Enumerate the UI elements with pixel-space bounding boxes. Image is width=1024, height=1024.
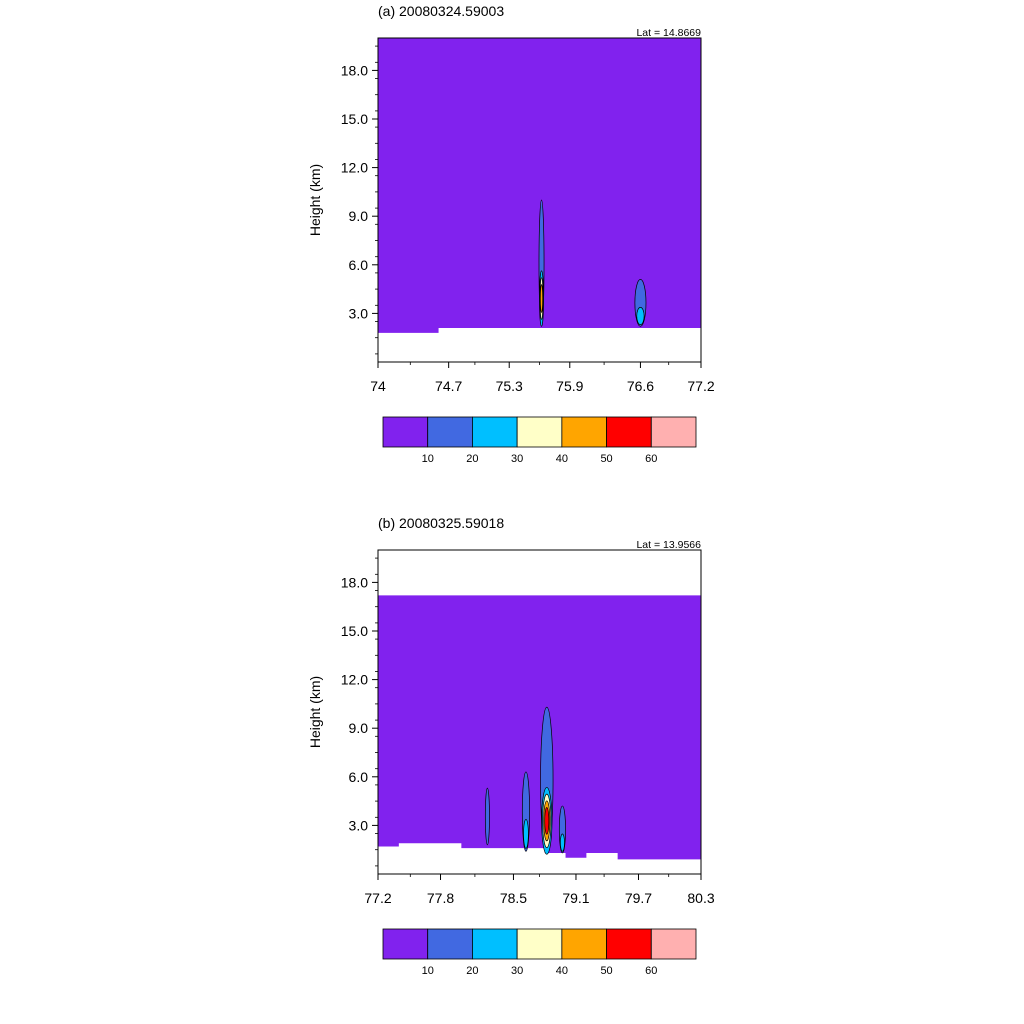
y-tick-label: 9.0 [349,208,369,224]
convective-cell [540,706,554,855]
y-tick-label: 3.0 [349,817,369,833]
colorbar-label: 60 [645,965,657,977]
colorbar-swatch [561,416,607,448]
y-tick-label: 15.0 [341,111,368,127]
y-tick-label: 3.0 [349,305,369,321]
convective-cell [538,199,545,327]
y-tick-label: 18.0 [341,62,368,78]
panel-b: 3.0 6.0 9.0 12.0 15.0 18.0 77.2 77.8 78.5 79.1 79.… [307,515,715,977]
x-tick-label: 77.8 [427,890,454,906]
colorbar-swatch [382,416,429,448]
colorbar-swatch [606,928,652,960]
contour-level-2 [559,833,565,852]
x-tick-label: 80.3 [687,890,714,906]
colorbar-label: 20 [466,965,478,977]
latitude-annotation: Lat = 14.8669 [636,27,701,39]
colorbar-swatch [606,416,652,448]
colorbar-swatch [561,928,607,960]
y-tick-label: 18.0 [341,574,368,590]
reflectivity-field [378,38,701,333]
latitude-annotation: Lat = 13.9566 [636,539,701,551]
panel-a: 3.0 6.0 9.0 12.0 15.0 18.0 74 74.7 75.3 75.9 76.6 7… [307,3,715,465]
y-tick-label: 9.0 [349,720,369,736]
panel-title: (a) 20080324.59003 [378,3,504,19]
x-tick-label: 79.7 [625,890,652,906]
colorbar-swatch [650,928,697,960]
colorbar-swatch [427,928,473,960]
colorbar-swatch [516,928,563,960]
convective-cell [634,279,647,327]
x-tick-label: 74.7 [435,378,462,394]
colorbar: 10 20 30 40 50 60 [382,416,697,465]
panel-title: (b) 20080325.59018 [378,515,504,531]
x-tick-label: 77.2 [364,890,391,906]
colorbar-label: 50 [600,965,612,977]
colorbar-swatch [472,928,518,960]
contour-level-4 [539,284,544,313]
x-tick-label: 79.1 [562,890,589,906]
contour-level-2 [523,818,529,849]
convective-cell [484,787,490,846]
y-tick-label: 6.0 [349,769,369,785]
colorbar-label: 40 [556,453,568,465]
convective-cell [558,805,566,854]
contour-level-5 [544,807,550,835]
colorbar-swatch [382,928,429,960]
colorbar-label: 50 [600,453,612,465]
convective-cell [521,771,530,852]
colorbar-label: 40 [556,965,568,977]
colorbar-label: 10 [422,453,434,465]
colorbar-label: 10 [422,965,434,977]
x-tick-label: 78.5 [500,890,527,906]
contour-level-1 [484,787,490,846]
colorbar-swatch [472,416,518,448]
colorbar-swatch [650,416,697,448]
x-tick-label: 75.9 [556,378,583,394]
x-tick-label: 75.3 [496,378,523,394]
colorbar-label: 20 [466,453,478,465]
y-tick-label: 12.0 [341,672,368,688]
colorbar-label: 30 [511,453,523,465]
colorbar-swatch [427,416,473,448]
reflectivity-field [378,595,701,860]
x-tick-label: 76.6 [627,378,654,394]
colorbar-swatch [516,416,563,448]
colorbar-label: 30 [511,965,523,977]
colorbar: 10 20 30 40 50 60 [382,928,697,977]
y-tick-label: 6.0 [349,257,369,273]
y-tick-label: 12.0 [341,160,368,176]
x-tick-label: 74 [370,378,386,394]
y-axis-label: Height (km) [307,676,323,748]
y-axis-label: Height (km) [307,164,323,236]
contour-level-2 [636,307,645,325]
x-tick-label: 77.2 [687,378,714,394]
y-tick-label: 15.0 [341,623,368,639]
colorbar-label: 60 [645,453,657,465]
